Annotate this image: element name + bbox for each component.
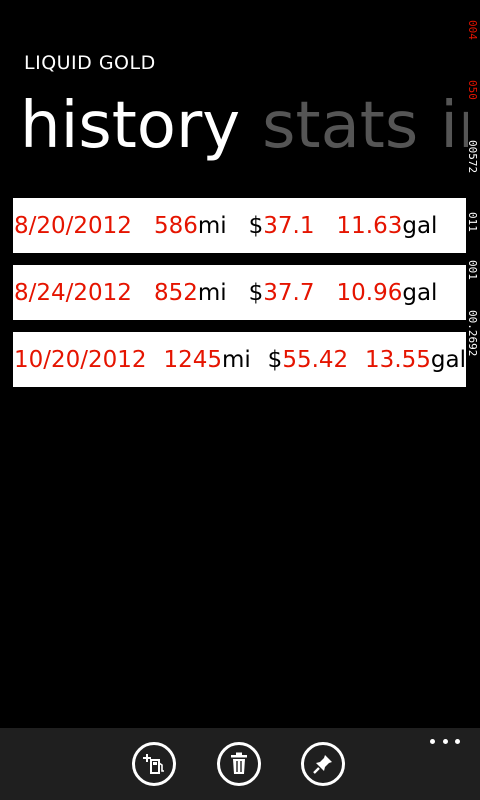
- entry-miles: 852: [153, 279, 198, 306]
- application-bar: [0, 728, 480, 800]
- entry-date: 10/20/2012: [14, 346, 147, 373]
- entry-cost: 55.42: [282, 346, 349, 373]
- history-entry[interactable]: 10/20/2012 1245 mi $55.42 13.55 gal: [13, 332, 466, 387]
- entry-miles: 586: [153, 212, 198, 239]
- entry-cost: 37.7: [263, 279, 315, 306]
- history-entry[interactable]: 8/24/2012 852 mi $37.7 10.96 gal: [13, 265, 466, 320]
- pivot-tab-info[interactable]: in: [440, 89, 468, 163]
- entry-gallons-unit: gal: [430, 346, 466, 373]
- counter-segment: 004: [466, 20, 479, 40]
- entry-miles: 1245: [163, 346, 222, 373]
- pivot-headers: history statsin: [20, 84, 468, 168]
- counter-segment: 00572: [466, 140, 479, 174]
- entry-gallons: 10.96: [336, 279, 403, 306]
- entry-currency: $: [248, 212, 264, 239]
- entry-gallons-unit: gal: [402, 212, 438, 239]
- entry-miles-unit: mi: [197, 212, 227, 239]
- counter-segment: 00.2692: [466, 310, 479, 357]
- pivot-tab-stats[interactable]: stats: [262, 89, 419, 163]
- entry-date: 8/24/2012: [14, 279, 132, 306]
- entry-currency: $: [248, 279, 264, 306]
- pivot-tab-history[interactable]: history: [20, 89, 241, 163]
- counter-segment: 011: [466, 212, 479, 232]
- add-fuel-icon: [143, 754, 164, 774]
- delete-icon: [231, 752, 247, 774]
- history-entry[interactable]: 8/20/2012 586 mi $37.1 11.63 gal: [13, 198, 466, 253]
- entry-currency: $: [267, 346, 283, 373]
- delete-button[interactable]: [217, 742, 261, 786]
- entry-cost: 37.1: [263, 212, 315, 239]
- more-dots-icon[interactable]: [430, 734, 460, 748]
- frame-rate-counter: 004 050 00572 011 001 00.2692: [464, 20, 480, 400]
- app-title: LIQUID GOLD: [24, 52, 156, 74]
- entry-miles-unit: mi: [197, 279, 227, 306]
- entry-miles-unit: mi: [222, 346, 251, 373]
- counter-segment: 050: [466, 80, 479, 100]
- entry-gallons: 13.55: [365, 346, 431, 373]
- entry-gallons-unit: gal: [402, 279, 438, 306]
- entry-gallons: 11.63: [336, 212, 403, 239]
- add-fuel-button[interactable]: [132, 742, 176, 786]
- pin-icon: [313, 755, 332, 774]
- history-list: 8/20/2012 586 mi $37.1 11.63 gal 8/24/2012…: [13, 198, 466, 399]
- counter-segment: 001: [466, 260, 479, 280]
- entry-date: 8/20/2012: [14, 212, 132, 239]
- pin-to-start-button[interactable]: [301, 742, 345, 786]
